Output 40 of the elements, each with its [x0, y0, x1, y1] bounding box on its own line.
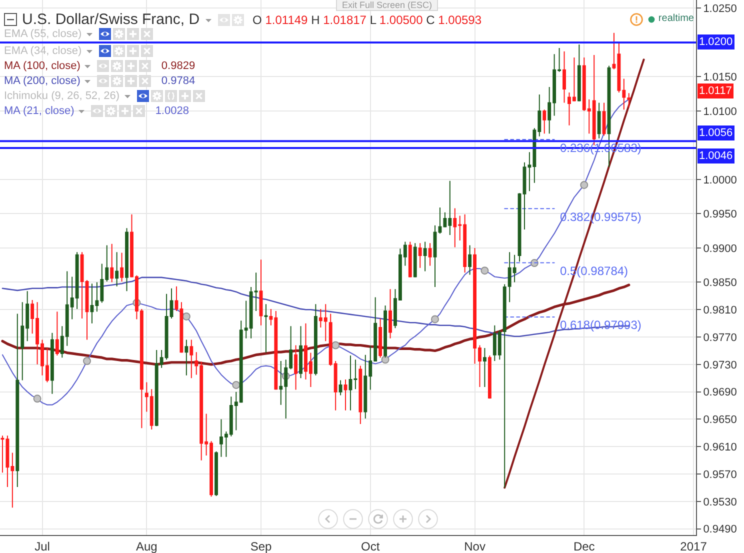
y-tick-label: 0.9530	[703, 496, 737, 508]
annotation: 0.9784	[161, 75, 196, 87]
y-tick-label: 0.9950	[703, 208, 737, 221]
y-tick-label: 1.0000	[703, 174, 737, 186]
x-tick-label: Jul	[34, 539, 50, 553]
y-tick-label: 0.9730	[703, 359, 737, 372]
y-tick-label: 0.9570	[703, 468, 737, 481]
x-tick-label: Oct	[361, 539, 380, 553]
annotation: 1.0028	[155, 105, 189, 117]
ref-line-label: 1.0046	[699, 150, 733, 162]
annotation: EMA (55, close)	[4, 28, 82, 40]
y-tick-label: 0.9770	[703, 332, 737, 344]
text: MA (100, close)	[4, 60, 80, 72]
x-tick-label: 2017	[680, 539, 708, 553]
annotation: EMA (34, close)	[4, 45, 82, 57]
y-tick-label: 1.0100	[703, 106, 737, 118]
text: 1.0117	[699, 85, 732, 97]
y-tick-label: 1.0250	[703, 3, 737, 16]
y-tick-label: 0.9690	[703, 386, 737, 399]
annotation: 0.9829	[161, 60, 196, 72]
x-tick-label: Nov	[464, 539, 486, 553]
text: MA (21, close)	[4, 105, 74, 117]
text: MA (200, close)	[4, 75, 80, 87]
x-tick-label: Dec	[573, 539, 595, 553]
x-tick-label: Sep	[250, 539, 272, 553]
annotation: realtime	[658, 13, 694, 25]
y-tick-label: 1.0150	[703, 72, 737, 84]
x-tick-label: Aug	[136, 539, 158, 553]
annotation: Ichimoku (9, 26, 52, 26)	[4, 90, 120, 102]
text: O 1.01149 H 1.01817 L 1.00500 C 1.00593	[252, 12, 482, 26]
annotation: Exit Full Screen (ESC)	[336, 0, 438, 11]
ref-line-label: 1.0200	[699, 36, 733, 48]
y-tick-label: 0.9810	[703, 304, 737, 316]
y-tick-label: 0.9490	[703, 524, 737, 536]
y-tick-label: 0.9650	[703, 414, 737, 426]
text: U.S. Dollar/Swiss Franc, D	[22, 11, 200, 28]
y-tick-label: 0.9610	[703, 441, 737, 454]
y-tick-label: 0.9850	[703, 277, 737, 290]
y-tick-label: 0.9900	[703, 242, 737, 255]
ref-line-label: 1.0056	[699, 127, 733, 139]
